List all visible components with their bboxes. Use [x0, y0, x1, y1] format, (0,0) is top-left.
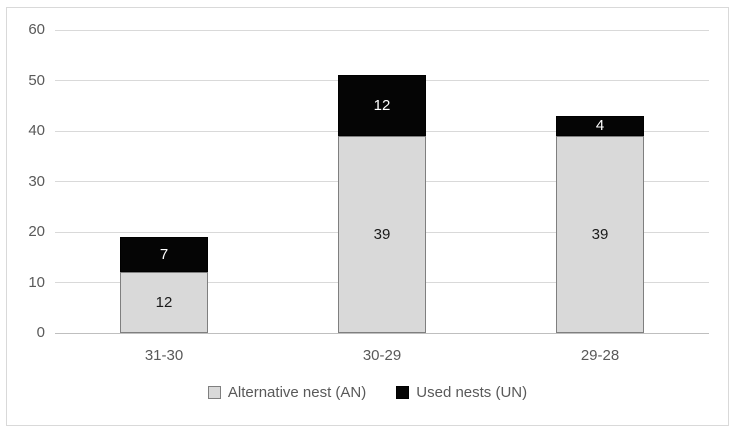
y-tick-label: 40 [28, 122, 45, 139]
bar-value-label: 39 [591, 226, 609, 244]
bar-segment-used-nests: 4 [556, 115, 644, 137]
bar-value-label: 7 [159, 246, 169, 264]
gray-square-legend-swatch-icon [207, 386, 221, 399]
bar-segment-alternative-nest: 39 [338, 136, 426, 333]
x-tick-label: 31-30 [144, 347, 184, 364]
bar-segment-used-nests: 7 [120, 237, 208, 273]
bar-segment-used-nests: 12 [338, 75, 426, 137]
bar-value-label: 4 [595, 117, 605, 135]
x-tick-label: 29-28 [580, 347, 620, 364]
y-tick-label: 30 [28, 172, 45, 190]
gridline [55, 29, 709, 31]
black-square-legend-swatch-icon [396, 386, 410, 399]
bar-value-label: 12 [155, 294, 173, 312]
y-tick-label: 50 [28, 71, 45, 89]
plot-area: 0 10 20 30 40 50 60 12 7 31-30 39 12 30-29 39 4 29-28 [7, 8, 728, 425]
y-tick-label: 0 [36, 324, 45, 341]
legend-label: Alternative nest (AN) [227, 384, 367, 401]
legend-label: Used nests (UN) [416, 384, 528, 401]
y-tick-label: 10 [28, 273, 45, 291]
x-axis-line [55, 332, 709, 334]
bar-value-label: 39 [373, 226, 391, 244]
legend-item-alternative-nest: Alternative nest (AN) [207, 384, 367, 401]
bar-value-label: 12 [373, 97, 391, 115]
y-tick-label: 60 [28, 21, 45, 38]
legend-item-used-nests: Used nests (UN) [396, 384, 527, 401]
bar-segment-alternative-nest: 39 [556, 136, 644, 333]
x-tick-label: 30-29 [362, 347, 402, 364]
legend: Alternative nest (AN) Used nests (UN) [7, 384, 728, 401]
y-tick-label: 20 [28, 223, 45, 240]
bar-segment-alternative-nest: 12 [120, 272, 208, 333]
chart-figure: 0 10 20 30 40 50 60 12 7 31-30 39 12 30-29 39 4 29-28 A… [6, 7, 729, 426]
